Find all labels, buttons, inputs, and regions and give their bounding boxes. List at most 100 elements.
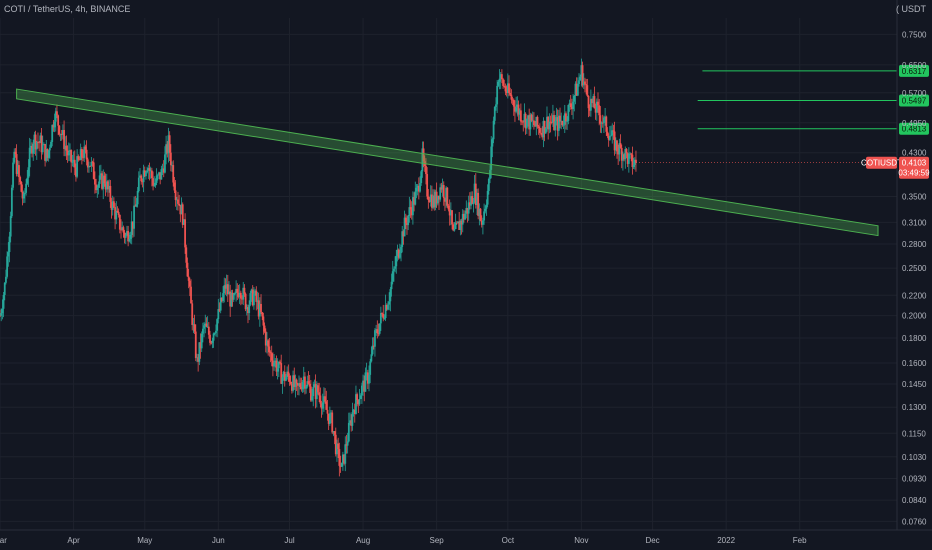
candle-down [512,99,515,107]
candle-down [241,298,243,300]
candle-up [328,413,331,424]
currency-label[interactable]: ( USDT [896,4,926,14]
candle-up [315,385,318,400]
trend-channel[interactable] [16,88,879,237]
candle-up [525,118,528,129]
candle-down [426,174,429,197]
time-tick-label: Mar [0,536,7,545]
candle-down [337,443,340,450]
candle-up [276,368,279,372]
candle-down [635,159,637,163]
candle-up [390,281,393,290]
candle-down [588,108,591,111]
candle-up [461,213,464,225]
time-axis[interactable]: Mar Apr May Jun Jul Aug Sep Oct Nov Dec 2022 Feb [0,529,932,545]
candle-up [175,199,178,201]
candle-up [99,173,102,176]
candle-down [503,85,506,87]
candle-up [371,345,374,355]
candle-up [495,104,497,107]
candle-up [8,236,11,253]
candle-up [51,125,54,142]
candle-up [610,135,612,137]
time-tick-label: Nov [574,536,588,545]
candle-down [549,121,552,123]
candle-up [121,227,124,231]
candle-up [323,396,325,403]
candle-down [247,307,249,314]
candle-down [325,401,328,410]
candle-up [59,133,62,135]
price-tick-label: 0.4950 [902,119,927,128]
candle-up [355,394,357,414]
candle-up [351,412,354,426]
trend-channel-band[interactable] [16,88,879,237]
candle-up [158,172,160,175]
candle-up [165,144,168,155]
candle-down [444,198,446,202]
candle-up [39,135,42,143]
candle-down [524,113,527,129]
candle-up [352,409,355,413]
candle-down [289,381,292,384]
candle-up [228,291,230,295]
candle-up [516,104,519,108]
candle-up [258,303,261,317]
candle-up [566,121,569,122]
candle-down [178,203,181,206]
price-tick-label: 0.1150 [902,429,926,438]
candle-up [515,107,518,112]
candle-down [598,105,601,116]
price-axis[interactable]: 0.7500 0.6500 0.5700 0.4950 0.4300 0.3500 0.31… [896,0,927,530]
candle-down [224,285,227,289]
candle-up [45,148,48,161]
candle-up [527,115,529,119]
candle-up [248,304,251,314]
candle-up [453,229,456,231]
candle-down [181,204,184,225]
candle-up [216,319,219,331]
candle-down [631,154,634,167]
candle-down [385,304,388,310]
candle-up [155,175,158,183]
candle-down [345,444,348,446]
candle-down [586,85,589,96]
candle-up [595,101,598,113]
candle-up [253,293,255,306]
candle-up [383,318,386,319]
candle-up [298,383,300,386]
candle-down [40,135,43,153]
level-price-label: 0.4813 [902,125,927,134]
horizontal-levels[interactable]: 0.6317 0.5497 0.4813 [697,64,929,135]
candle-up [529,114,532,130]
candle-up [250,289,253,294]
candle-down [612,130,615,132]
level-price-label: 0.6317 [902,67,927,76]
candle-down [244,293,247,310]
candle-up [389,289,392,302]
candle-down [505,91,508,93]
candle-up [98,175,101,184]
candle-up [589,98,592,111]
price-tick-label: 0.3100 [902,218,927,227]
candle-down [468,202,471,206]
candle-down [187,276,190,281]
candle-down [616,140,618,152]
candle-up [302,376,305,383]
candle-down [626,153,629,164]
candle-down [455,222,458,224]
candle-down [474,183,477,206]
price-tick-label: 0.3500 [902,193,927,202]
candle-down [509,93,512,95]
candle-down [194,331,197,358]
time-tick-label: Apr [67,536,80,545]
candle-down [541,132,544,138]
candle-down [52,125,55,128]
candle-up [485,204,488,209]
candle-up [378,323,381,334]
candle-up [454,222,457,230]
candle-up [88,165,90,168]
symbol-badge [866,156,897,169]
